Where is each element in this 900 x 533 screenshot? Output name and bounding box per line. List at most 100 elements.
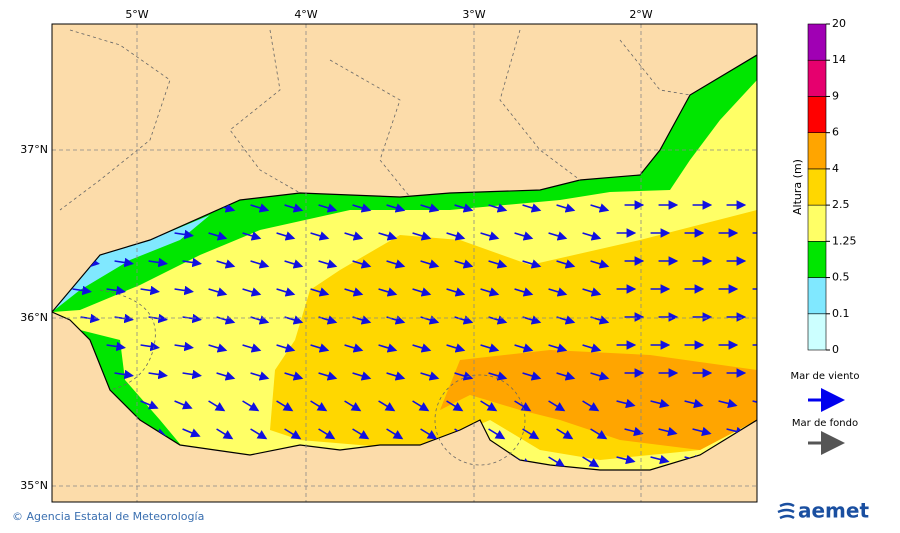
wind-arrow — [250, 315, 270, 325]
colorbar-label: 0 — [832, 343, 839, 356]
wind-arrow — [556, 428, 574, 440]
colorbar-band — [807, 241, 827, 278]
logo-icon — [777, 502, 795, 520]
wind-arrow — [522, 315, 542, 325]
lon-label: 5°W — [125, 8, 148, 21]
wind-arrow — [590, 371, 610, 381]
wind-arrow — [488, 315, 508, 325]
map-frame — [51, 23, 758, 503]
wind-arrow — [140, 285, 160, 296]
wind-arrow — [556, 259, 576, 269]
wind-arrow — [412, 343, 432, 353]
wind-arrow — [344, 343, 364, 353]
wind-arrow — [650, 398, 670, 409]
wind-arrow — [582, 400, 600, 412]
wind-arrow — [556, 203, 576, 213]
lon-label: 4°W — [294, 8, 317, 21]
wind-arrow — [284, 371, 304, 381]
wind-arrow — [208, 343, 228, 353]
wind-arrow — [352, 428, 370, 440]
wind-arrow — [344, 231, 364, 241]
colorbar-band — [807, 96, 827, 133]
wind-arrow — [522, 203, 542, 213]
wind-arrow — [446, 231, 466, 241]
colorbar-band — [807, 168, 827, 206]
wind-arrow — [692, 426, 712, 437]
wind-arrow — [548, 231, 568, 241]
lat-labels: 37°N 36°N 35°N — [20, 143, 48, 492]
wind-arrow — [582, 343, 602, 353]
wind-arrow — [488, 371, 508, 381]
wind-arrow — [114, 369, 134, 380]
wind-arrow — [250, 371, 270, 381]
wind-arrow — [140, 400, 159, 410]
wind-arrow — [276, 343, 296, 353]
wind-arrow — [284, 259, 304, 269]
wind-arrow — [208, 231, 228, 241]
wind-arrow — [250, 203, 270, 213]
wind-arrow — [480, 231, 500, 241]
wind-arrow — [514, 400, 532, 412]
wind-arrow — [522, 371, 542, 381]
logo-text: aemet — [798, 499, 869, 523]
lon-label: 3°W — [462, 8, 485, 21]
wind-arrow — [352, 371, 372, 381]
wind-arrow — [658, 426, 678, 437]
wind-arrow — [684, 398, 704, 409]
lon-label: 2°W — [629, 8, 652, 21]
wind-arrow — [548, 287, 568, 297]
wind-arrow — [72, 285, 92, 296]
wind-arrow — [752, 400, 757, 407]
wind-arrow — [216, 371, 236, 381]
wind-arrow — [420, 203, 440, 213]
colorbar-band — [807, 132, 827, 170]
wind-arrow — [522, 259, 542, 269]
wind-arrow — [480, 400, 498, 412]
wind-arrow — [412, 231, 432, 241]
wind-arrow — [250, 428, 268, 440]
wind-arrow — [174, 400, 193, 410]
swell-label: Mar de fondo — [792, 418, 858, 429]
colorbar-label: 20 — [832, 17, 846, 30]
wind-arrow — [522, 428, 540, 440]
zone-circle — [434, 374, 526, 466]
wind-arrow — [420, 371, 440, 381]
sea-cyan — [52, 215, 210, 312]
wind-arrow — [582, 231, 602, 241]
wind-arrow — [412, 400, 430, 412]
wind-arrow — [582, 287, 602, 297]
wind-arrow — [276, 231, 296, 241]
wind-arrow — [446, 343, 466, 353]
wind-arrow — [488, 259, 508, 269]
lat-label: 37°N — [20, 143, 48, 156]
wind-arrow — [548, 456, 566, 468]
wind-arrow — [616, 454, 636, 465]
wind-arrow — [216, 259, 236, 269]
wind-arrow — [250, 259, 270, 269]
wind-arrow — [182, 313, 202, 324]
wind-arrow — [276, 287, 296, 297]
wind-arrow — [454, 315, 474, 325]
wind-arrow — [114, 257, 134, 268]
wind-arrow — [242, 231, 262, 241]
wind-arrow — [590, 203, 610, 213]
wind-arrow — [284, 315, 304, 325]
wind-arrow — [106, 341, 126, 352]
wind-arrow — [454, 371, 474, 381]
colorbar-label: 9 — [832, 89, 839, 102]
wind-arrow — [318, 428, 336, 440]
colorbar-title: Altura (m) — [791, 159, 804, 215]
colorbar-band — [807, 23, 827, 61]
wind-arrow — [318, 203, 338, 213]
wind-arrow — [344, 287, 364, 297]
wind-arrow — [284, 428, 302, 440]
colorbar-label: 0.1 — [832, 307, 850, 320]
wind-arrow — [548, 400, 566, 412]
wind-arrow — [352, 203, 372, 213]
wind-arrow — [174, 229, 194, 240]
wind-arrow — [242, 287, 262, 297]
province-borders — [59, 29, 691, 211]
wind-arrow — [378, 231, 398, 241]
wind-arrow — [310, 287, 330, 297]
colorbar-band — [807, 277, 827, 315]
